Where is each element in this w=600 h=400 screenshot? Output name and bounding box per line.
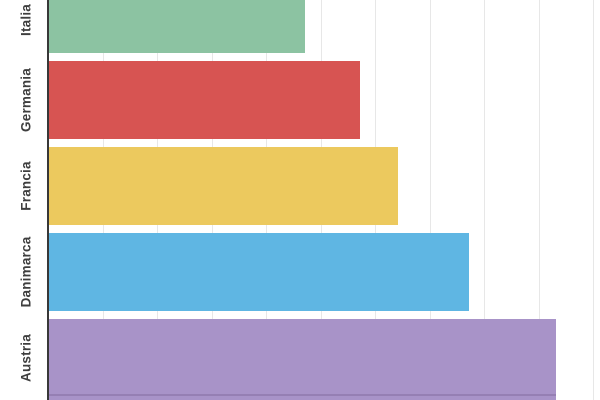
category-label-danimarca: Danimarca <box>18 236 34 308</box>
gridline <box>429 0 431 400</box>
gridline <box>538 0 540 400</box>
plot-bottom-border <box>49 394 556 396</box>
category-label-austria: Austria <box>18 334 34 382</box>
bar-italia[interactable] <box>49 0 305 53</box>
gridline <box>593 0 594 400</box>
bar-danimarca[interactable] <box>49 233 469 311</box>
bar-austria[interactable] <box>49 319 556 400</box>
category-label-italia: Italia <box>18 4 34 36</box>
category-label-francia: Francia <box>18 161 34 211</box>
bar-germania[interactable] <box>49 61 360 139</box>
gridline <box>484 0 485 400</box>
bar-francia[interactable] <box>49 147 398 225</box>
y-axis-line <box>47 0 49 400</box>
category-label-germania: Germania <box>18 68 34 132</box>
